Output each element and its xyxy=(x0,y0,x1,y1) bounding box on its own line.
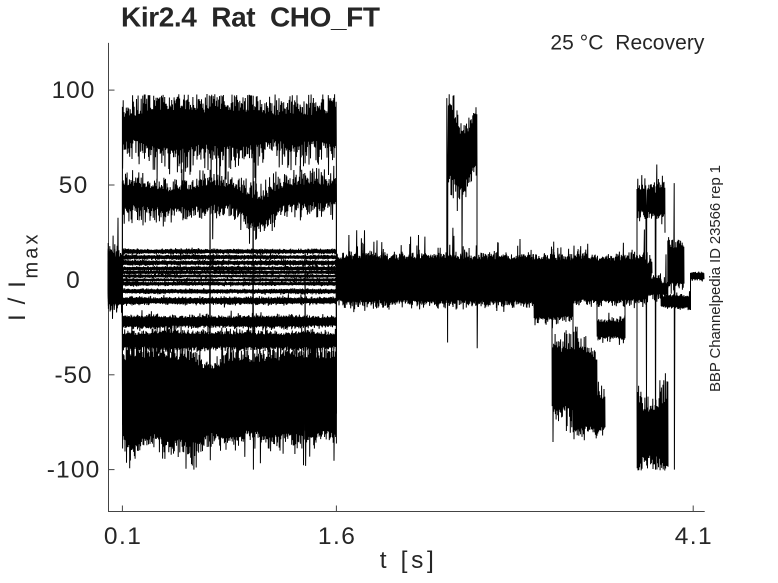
svg-text:-100: -100 xyxy=(47,457,100,484)
svg-text:BBP Channelpedia ID 23566 rep: BBP Channelpedia ID 23566 rep 1 xyxy=(707,165,724,392)
svg-text:4.1: 4.1 xyxy=(675,523,712,550)
svg-text:Kir2.4 Rat CHO_FT: Kir2.4 Rat CHO_FT xyxy=(121,2,380,33)
svg-text:-50: -50 xyxy=(55,362,92,389)
svg-text:max: max xyxy=(21,235,43,279)
svg-text:25 °C Recovery: 25 °C Recovery xyxy=(550,31,705,54)
svg-text:0: 0 xyxy=(66,267,80,294)
svg-text:0.1: 0.1 xyxy=(104,523,141,550)
svg-text:1.6: 1.6 xyxy=(318,523,355,550)
svg-text:50: 50 xyxy=(59,172,88,199)
svg-text:100: 100 xyxy=(52,77,95,104)
svg-text:I / I: I / I xyxy=(4,281,31,321)
